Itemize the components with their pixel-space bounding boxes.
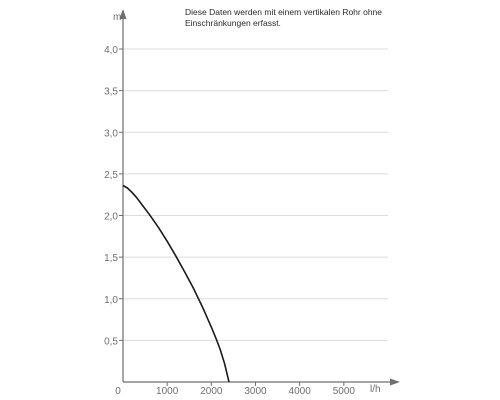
- tick-labels: 0,5 1,0 1,5 2,0 2,5 3,0 3,5 4,0 0 1000 2000 3000 400…: [104, 45, 355, 397]
- tick-marks: [119, 48, 345, 386]
- y-tick-label: 0,5: [104, 336, 118, 347]
- annotation-line-2: Einschränkungen erfasst.: [185, 18, 281, 28]
- y-axis-unit: m: [113, 12, 121, 23]
- y-tick-label: 1,0: [104, 295, 118, 306]
- x-tick-label: 0: [115, 386, 121, 397]
- x-axis-unit: l/h: [370, 384, 381, 395]
- y-tick-label: 2,0: [104, 212, 118, 223]
- y-tick-label: 4,0: [104, 45, 118, 56]
- x-tick-label: 5000: [333, 386, 356, 397]
- x-tick-label: 4000: [289, 386, 312, 397]
- y-tick-label: 3,5: [104, 87, 118, 98]
- series-line: [122, 184, 230, 383]
- x-tick-label: 1000: [156, 386, 179, 397]
- x-axis-arrow: [390, 378, 400, 386]
- axes: [119, 9, 400, 386]
- chart-annotation: Diese Daten werden mit einem vertikalen …: [185, 7, 382, 28]
- y-tick-label: 1,5: [104, 253, 118, 264]
- annotation-line-1: Diese Daten werden mit einem vertikalen …: [185, 7, 382, 17]
- y-axis-arrow: [119, 9, 127, 19]
- grid-lines: [123, 48, 388, 341]
- y-tick-label: 2,5: [104, 170, 118, 181]
- x-tick-label: 3000: [244, 386, 267, 397]
- x-tick-label: 2000: [200, 386, 223, 397]
- y-tick-label: 3,0: [104, 128, 118, 139]
